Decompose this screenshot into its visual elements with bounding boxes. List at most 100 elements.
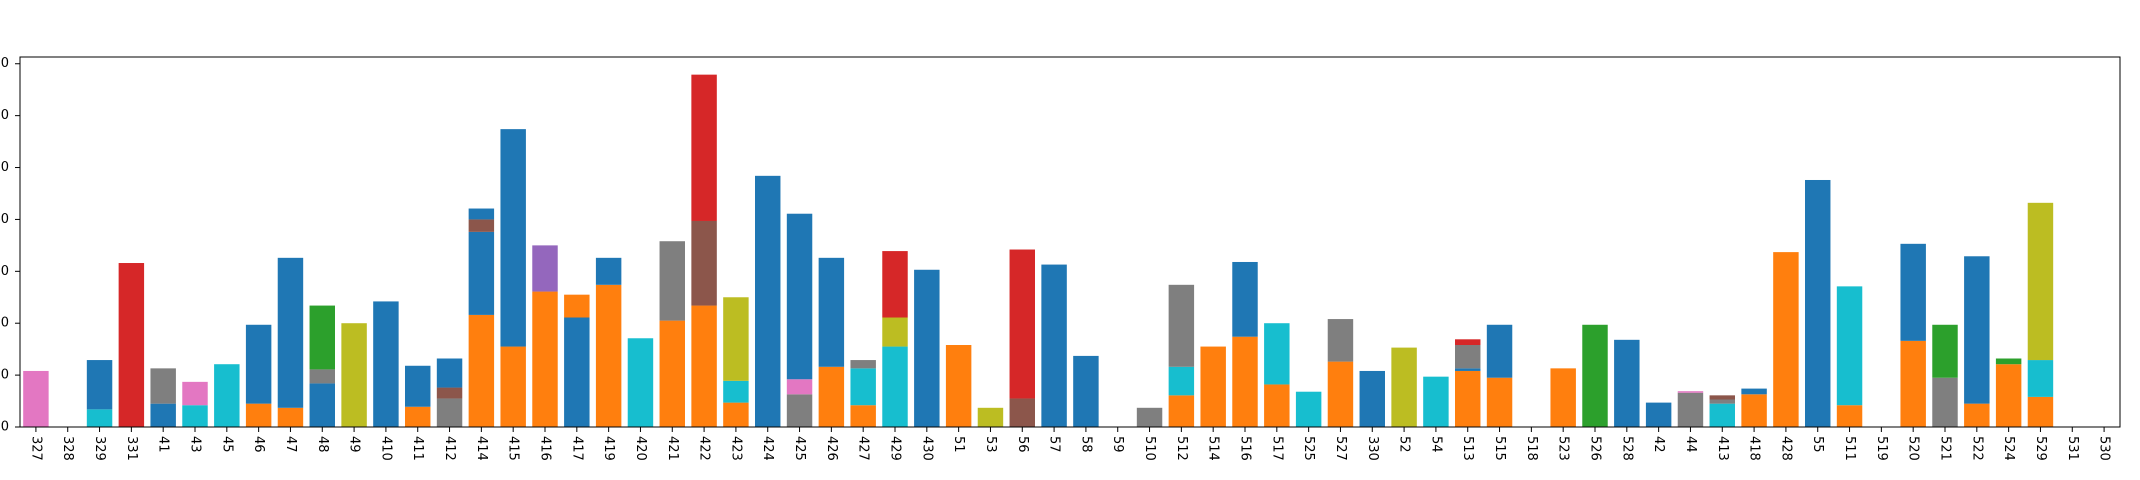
x-tick-label: 523 (1556, 436, 1571, 461)
x-tick-label: 429 (888, 436, 903, 461)
x-tick-label: 512 (1174, 436, 1189, 461)
bar-segment (405, 406, 431, 427)
x-tick-label: 47 (283, 436, 298, 453)
x-tick-label: 424 (760, 436, 775, 461)
x-tick-label: 330 (1365, 436, 1380, 461)
x-tick-label: 421 (665, 436, 680, 461)
bar-segment (1677, 392, 1704, 427)
y-tick-label: 50 (0, 160, 9, 175)
bar-segment (309, 383, 335, 427)
x-tick-label: 426 (824, 436, 839, 461)
bar-segment (1486, 377, 1513, 427)
bar-segment (818, 366, 845, 427)
bar-segment (691, 305, 717, 427)
bar-segment (914, 269, 940, 427)
x-tick-label: 328 (60, 436, 75, 461)
x-tick-label: 422 (697, 436, 712, 461)
bar-segment (659, 320, 685, 427)
bar-segment (1709, 403, 1735, 427)
bar-segment (1709, 395, 1735, 400)
x-tick-label: 427 (856, 436, 871, 461)
bar-segment (1836, 405, 1863, 427)
x-tick-label: 520 (1906, 436, 1921, 461)
bar-segment (1423, 376, 1449, 427)
bar-segment (1709, 399, 1735, 404)
x-tick-label: 420 (633, 436, 648, 461)
bar-segment (882, 317, 908, 347)
bar-segment (1327, 361, 1354, 427)
x-tick-label: 527 (1333, 436, 1348, 461)
x-tick-label: 43 (188, 436, 203, 453)
bar-segment (532, 291, 558, 427)
x-tick-label: 51 (951, 436, 966, 453)
x-tick-label: 515 (1492, 436, 1507, 461)
x-tick-label: 52 (1397, 436, 1412, 453)
bar-segment (1041, 264, 1067, 427)
bar-segment (436, 358, 463, 388)
bar-segment (1359, 370, 1385, 427)
x-tick-label: 526 (1588, 436, 1603, 461)
bar-segment (182, 381, 208, 406)
bar-segment (564, 317, 590, 427)
bar-segment (1900, 243, 1926, 341)
bar-segment (627, 338, 654, 427)
bar-segment (882, 346, 908, 427)
bar-segment (1073, 355, 1099, 427)
bar-segment (500, 346, 526, 427)
bar-segment (1168, 284, 1195, 367)
x-tick-label: 430 (919, 436, 934, 461)
bar-segment (118, 263, 145, 427)
x-tick-label: 57 (1047, 436, 1062, 453)
bar-segment (214, 364, 240, 427)
bar-segment (23, 370, 49, 427)
bar-segment (1836, 286, 1863, 406)
y-tick-label: 10 (0, 368, 9, 383)
bar-segment (1773, 252, 1799, 427)
x-tick-label: 411 (410, 436, 425, 461)
x-tick-label: 516 (1238, 436, 1253, 461)
bar-segment (1327, 319, 1354, 362)
bar-segment (1550, 368, 1576, 427)
bar-segment (1932, 377, 1958, 427)
bar-segment (1582, 324, 1608, 427)
x-tick-label: 329 (92, 436, 107, 461)
x-tick-label: 428 (1778, 436, 1793, 461)
bar-segment (277, 257, 304, 408)
x-tick-label: 54 (1428, 436, 1443, 453)
x-tick-label: 412 (442, 436, 457, 461)
x-tick-label: 45 (219, 436, 234, 453)
x-tick-label: 418 (1747, 436, 1762, 461)
bar-segment (150, 403, 176, 427)
x-tick-label: 521 (1938, 436, 1953, 461)
x-tick-label: 58 (1078, 436, 1093, 453)
bar-segment (1009, 398, 1035, 427)
bar-segment (2027, 396, 2054, 427)
bar-segment (1932, 324, 1958, 378)
bar-segment (691, 220, 717, 306)
bar-segment (786, 213, 813, 380)
bar-segment (1455, 370, 1481, 427)
x-tick-label: 59 (1110, 436, 1125, 453)
bar-segment (1900, 340, 1926, 427)
bar-segment (1455, 345, 1481, 369)
x-tick-label: 55 (1810, 436, 1825, 453)
bar-segment (1455, 368, 1481, 371)
x-tick-label: 419 (601, 436, 616, 461)
bar-segment (1741, 394, 1767, 427)
x-tick-label: 517 (1269, 436, 1284, 461)
bar-segment (468, 314, 495, 427)
bar-segment (309, 305, 335, 370)
bar-segment (659, 241, 685, 321)
bar-segment (882, 251, 908, 318)
y-tick-label: 40 (0, 212, 9, 227)
bar-segment (1232, 261, 1258, 337)
bar-segment (436, 387, 463, 399)
bar-segment (850, 405, 876, 427)
x-tick-label: 416 (538, 436, 553, 461)
bar-segment (1677, 391, 1704, 393)
bar-segment (818, 257, 845, 367)
bar-segment (786, 379, 813, 395)
bar-segment (595, 284, 622, 427)
